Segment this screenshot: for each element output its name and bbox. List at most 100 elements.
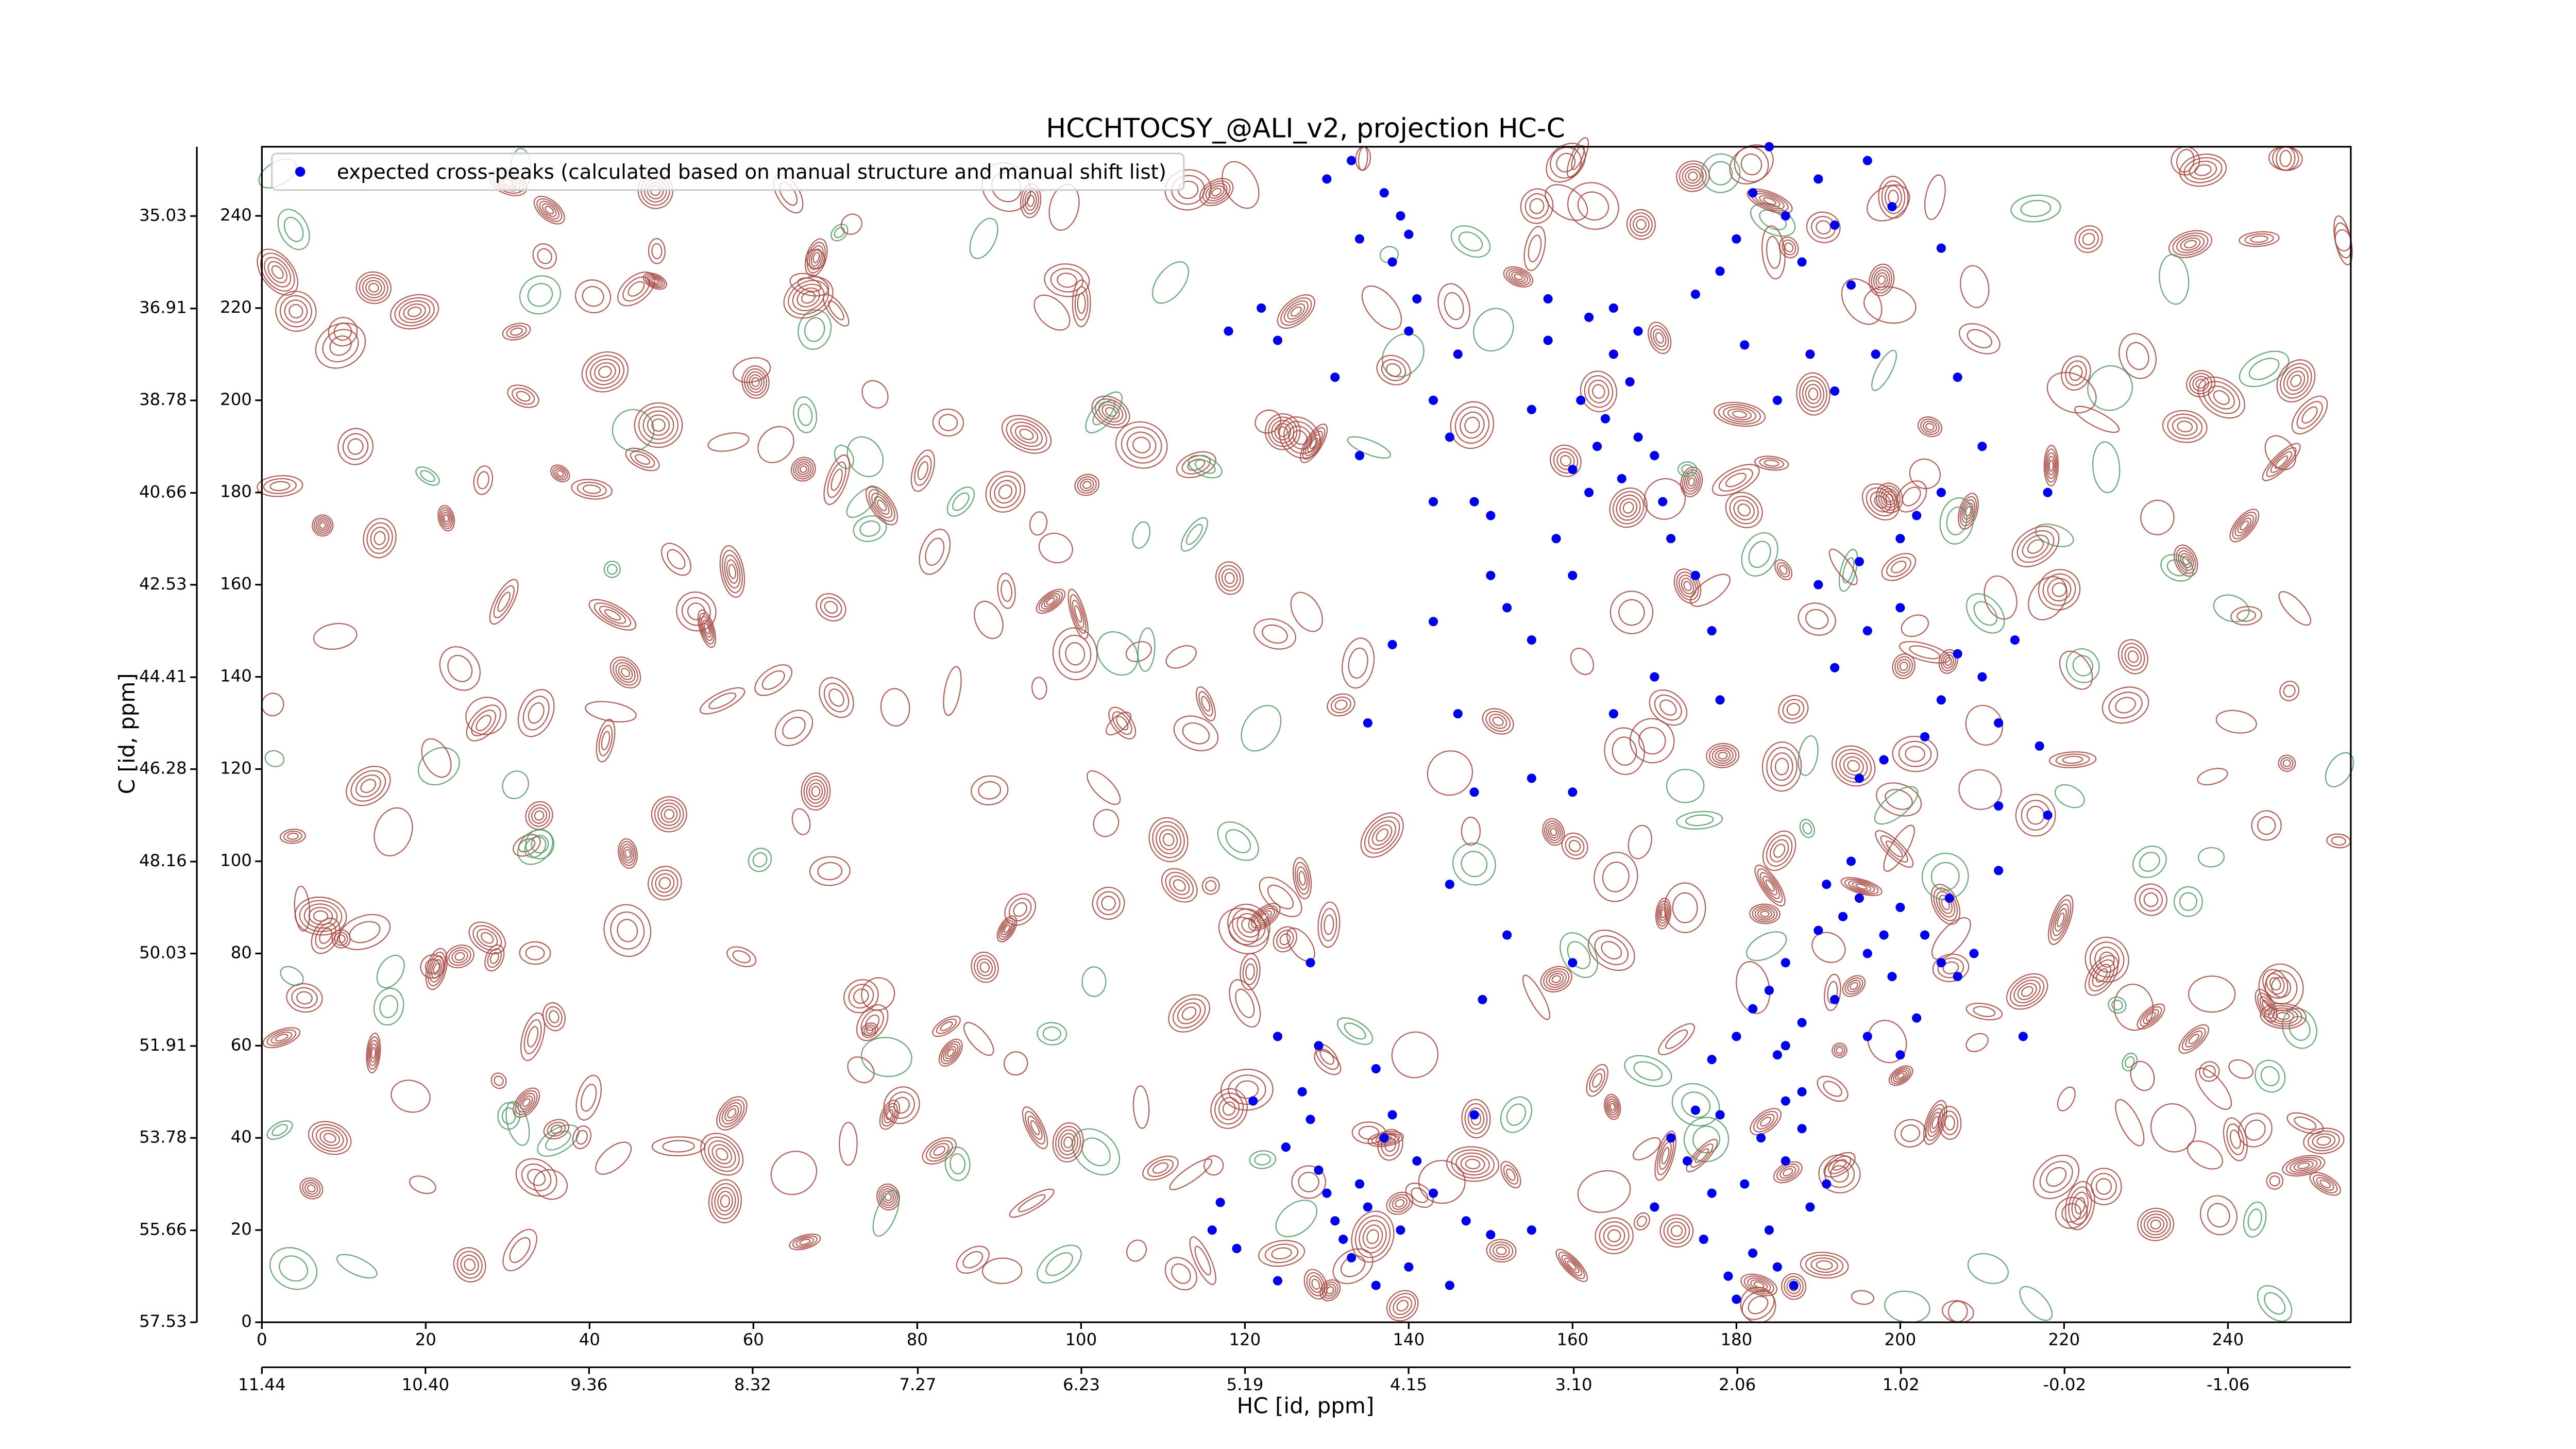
- contour-line: [1514, 273, 1523, 280]
- contour-line: [1091, 395, 1130, 429]
- cross-peak: [1338, 1234, 1348, 1244]
- contour-line: [1147, 1159, 1174, 1177]
- contour-line: [876, 1183, 900, 1211]
- contour-line: [2262, 999, 2270, 1012]
- contour-line: [1816, 1260, 1833, 1270]
- contour-line: [2167, 413, 2203, 440]
- cross-peak: [1281, 1142, 1291, 1152]
- contour-line: [403, 303, 426, 321]
- contour-line: [1570, 648, 1595, 676]
- contour-line: [1701, 153, 1741, 193]
- cross-peak: [1379, 188, 1389, 198]
- contour-line: [1773, 844, 1786, 858]
- contour-line: [2269, 1175, 2280, 1187]
- contour-line: [2176, 235, 2205, 254]
- contour-line: [2319, 1180, 2331, 1188]
- contour-line: [1298, 870, 1306, 886]
- contour-line: [1782, 1168, 1793, 1176]
- contour-line: [2095, 1178, 2112, 1195]
- contour-line: [2172, 232, 2209, 256]
- contour-line: [1754, 907, 1775, 921]
- contour-line: [299, 1177, 324, 1200]
- contour-line: [1162, 833, 1175, 847]
- contour-line: [1351, 1121, 1386, 1144]
- contour-line: [1550, 828, 1557, 836]
- contour-line: [525, 946, 545, 961]
- contour-line: [2182, 555, 2190, 566]
- contour-line: [2313, 1174, 2338, 1193]
- contour-line: [1169, 875, 1190, 896]
- contour-line: [2166, 559, 2188, 577]
- contour-line: [816, 593, 846, 622]
- contour-line: [1718, 751, 1728, 760]
- cross-peak: [1527, 1225, 1536, 1235]
- contour-line: [810, 248, 822, 267]
- contour-line: [803, 776, 828, 807]
- contour-line: [1672, 892, 1698, 923]
- contour-line: [1759, 872, 1781, 899]
- cross-peak: [1379, 1133, 1389, 1143]
- contour-line: [1609, 1103, 1616, 1111]
- contour-line: [502, 1228, 537, 1272]
- cross-peak: [1830, 663, 1840, 672]
- cross-peak: [1707, 626, 1717, 636]
- contour-line: [2160, 554, 2194, 582]
- contour-line: [1336, 1017, 1374, 1045]
- cross-peak: [1740, 340, 1750, 350]
- contour-line: [1608, 1100, 1617, 1114]
- cross-peak: [1469, 787, 1479, 797]
- cross-peak: [1584, 312, 1594, 322]
- contour-line: [1203, 1155, 1224, 1176]
- contour-line: [2244, 233, 2274, 245]
- cross-peak: [1854, 557, 1864, 566]
- contour-line: [1009, 1188, 1055, 1218]
- contour-line: [1455, 1152, 1490, 1176]
- cross-peak: [1412, 1156, 1422, 1166]
- contour-line: [315, 1127, 344, 1149]
- contour-line: [1869, 263, 1895, 296]
- contour-line: [1393, 1296, 1413, 1315]
- contour-line: [1655, 332, 1664, 344]
- cross-peak: [1789, 1280, 1799, 1290]
- contour-line: [1182, 722, 1210, 745]
- contour-line: [1546, 823, 1561, 841]
- contour-line: [1275, 1200, 1317, 1238]
- contour-line: [2268, 1007, 2298, 1025]
- contour-line: [2069, 365, 2083, 381]
- contour-line: [1450, 225, 1491, 258]
- contour-line: [407, 306, 422, 317]
- contour-line: [2276, 359, 2316, 402]
- contour-line: [409, 1175, 436, 1194]
- contour-line: [1132, 436, 1151, 453]
- contour-line: [1561, 832, 1588, 860]
- contour-line: [806, 779, 826, 804]
- contour-line: [654, 799, 684, 830]
- contour-line: [856, 1004, 889, 1041]
- contour-line: [1805, 1254, 1844, 1276]
- contour-line: [577, 481, 607, 497]
- contour-line: [1279, 933, 1291, 946]
- contour-line: [1010, 422, 1043, 447]
- cross-peak: [1469, 497, 1479, 507]
- contour-line: [996, 915, 1018, 942]
- contour-line: [1287, 303, 1306, 320]
- contour-line: [1030, 1120, 1040, 1136]
- contour-line: [2274, 455, 2289, 469]
- contour-line: [2189, 373, 2213, 395]
- contour-line: [1303, 1269, 1328, 1300]
- contour-line: [809, 856, 851, 886]
- contour-line: [588, 599, 637, 631]
- contour-line: [433, 963, 440, 975]
- contour-line: [1458, 231, 1483, 251]
- contour-line: [719, 545, 745, 598]
- contour-line: [840, 213, 862, 235]
- contour-line: [1018, 1194, 1046, 1212]
- contour-line: [417, 747, 460, 786]
- y-tick-label: 200: [220, 390, 252, 409]
- contour-line: [368, 282, 379, 293]
- contour-line: [552, 466, 568, 481]
- contour-line: [1779, 1166, 1797, 1179]
- contour-line: [1847, 980, 1861, 992]
- contour-line: [1917, 416, 1943, 437]
- contour-line: [819, 677, 854, 718]
